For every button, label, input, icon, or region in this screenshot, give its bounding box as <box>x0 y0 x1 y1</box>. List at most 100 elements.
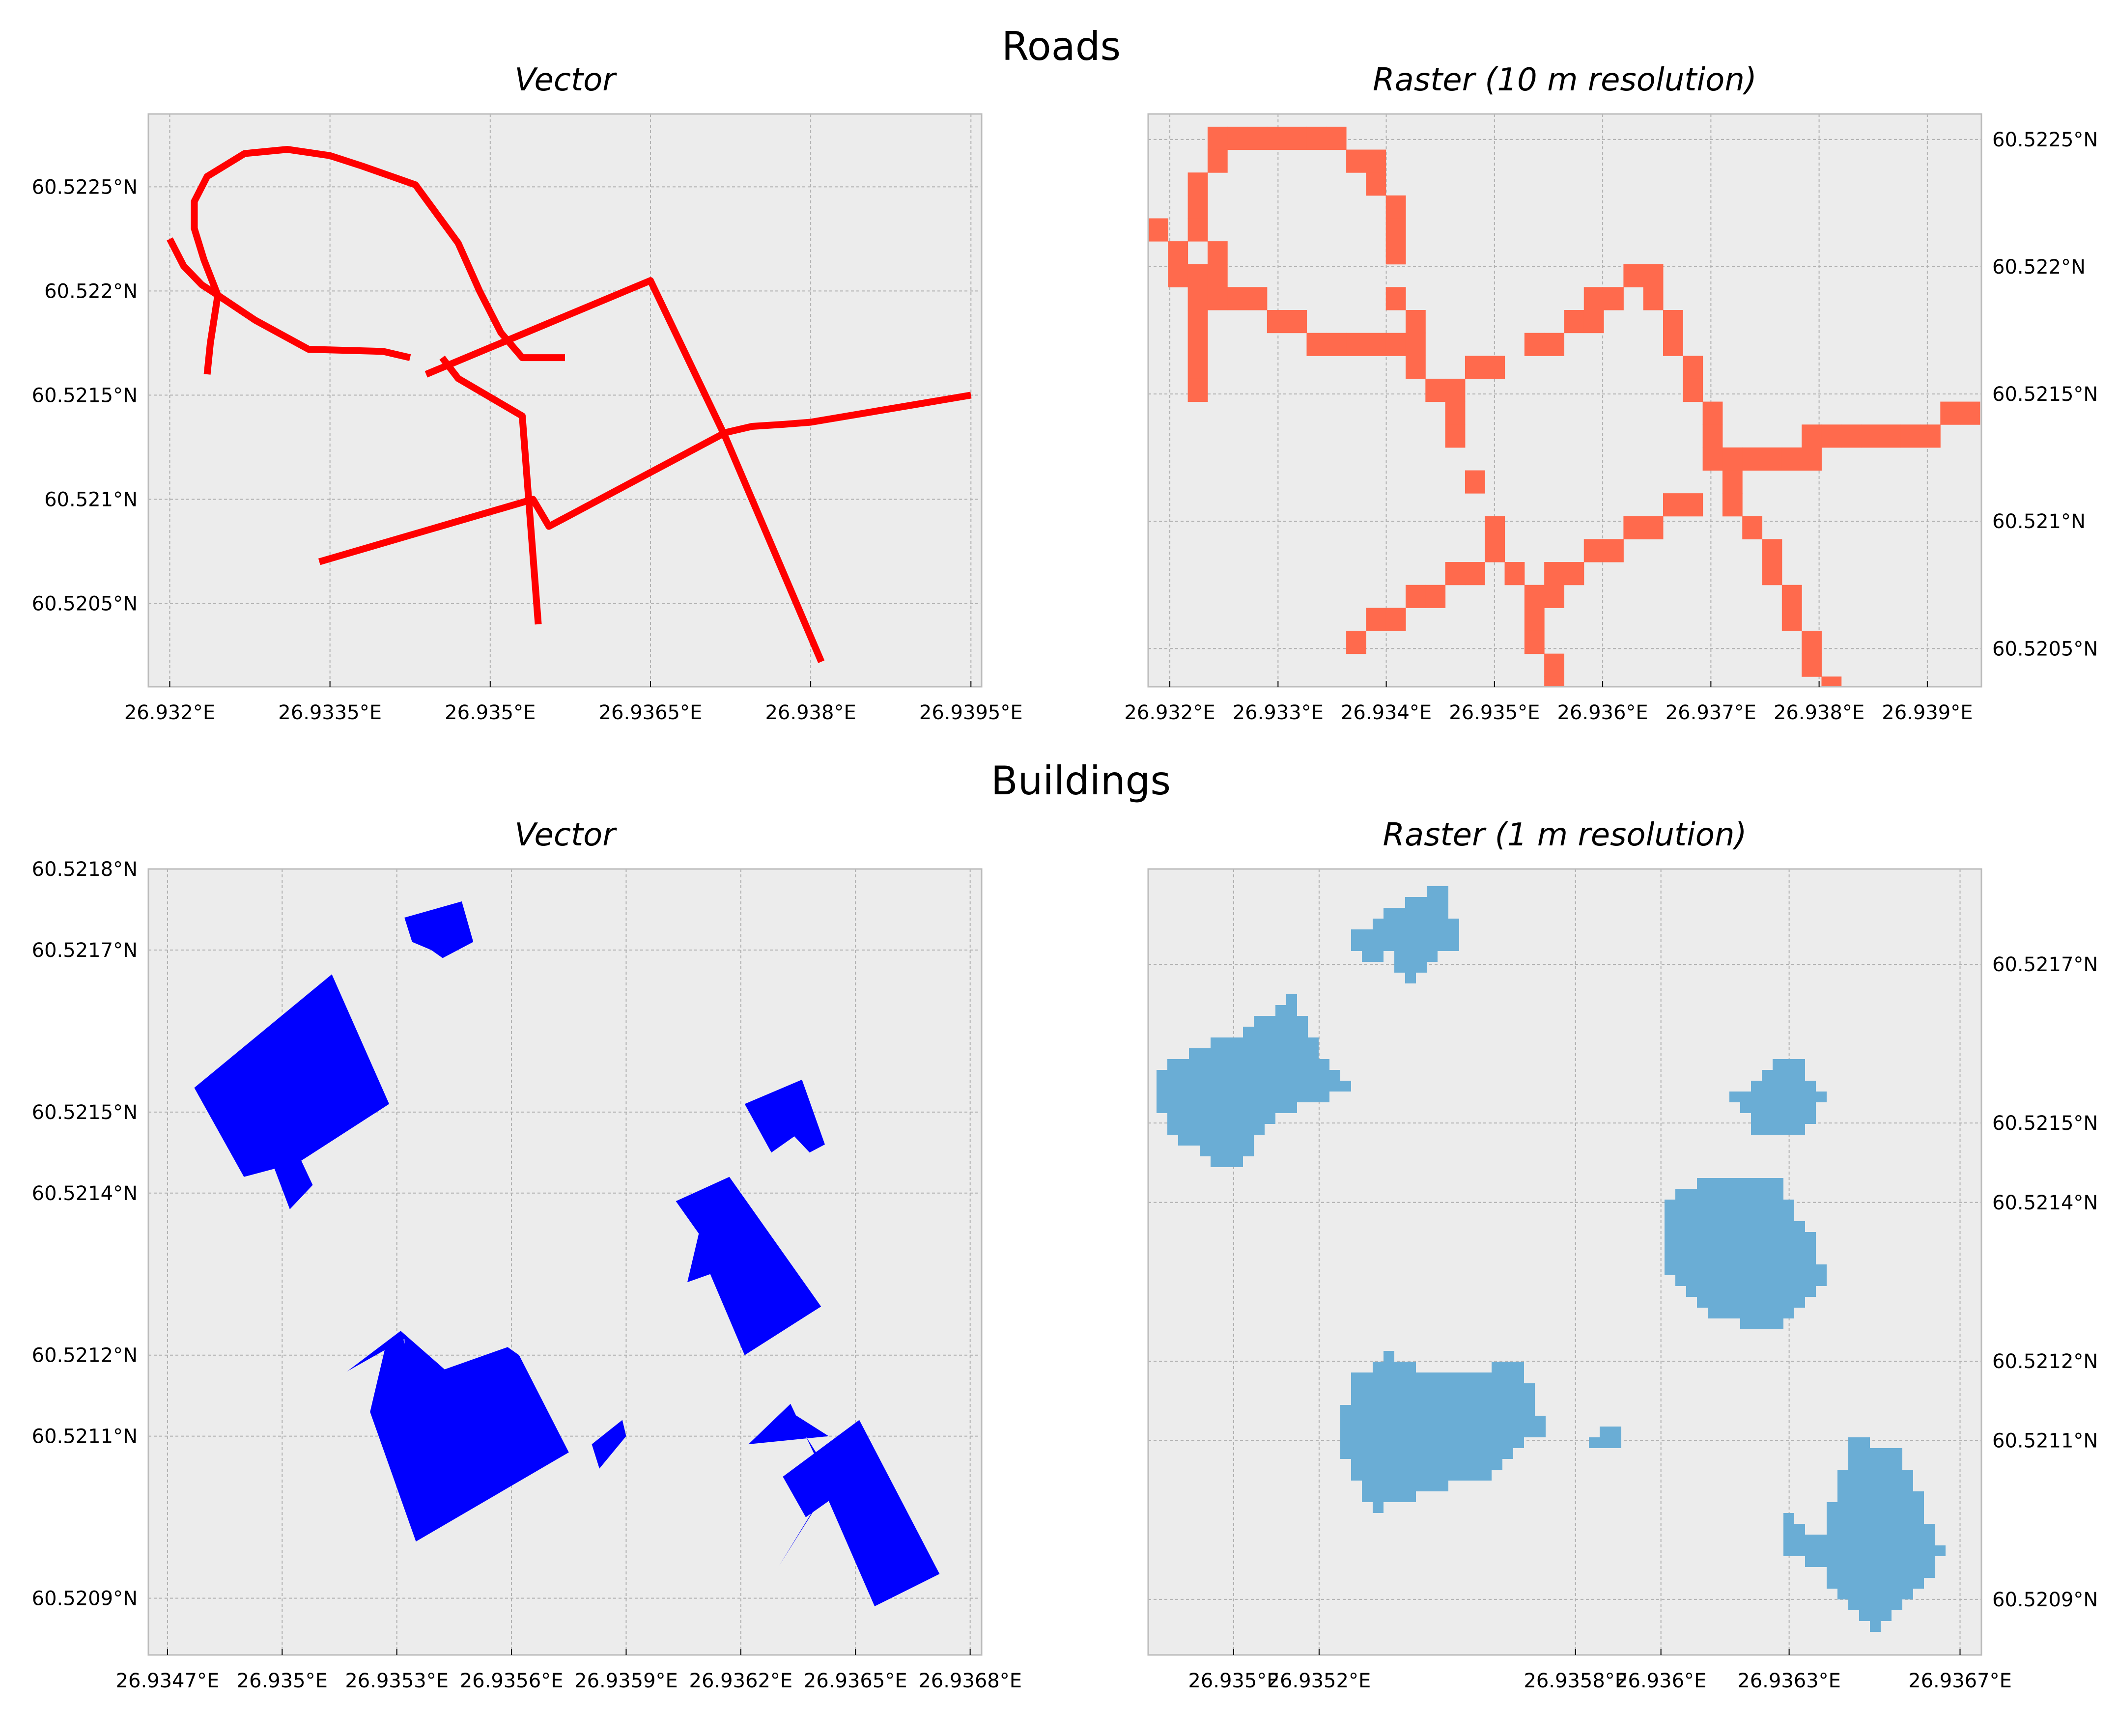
roads-raster-plot-area <box>1148 114 1981 687</box>
building-raster-cell-group <box>1157 994 1351 1167</box>
buildings-section-title: Buildings <box>991 758 1171 804</box>
roads-vector-chart: Vector 26.932°E 26.9335°E 26.935°E 26.9365°E… <box>32 62 1023 724</box>
road-raster-cell <box>1544 676 1564 687</box>
road-raster-cell <box>1366 172 1386 196</box>
buildings-vector-x-tick-label: 26.935°E <box>237 1670 328 1692</box>
road-raster-cell <box>1187 310 1208 334</box>
roads-raster-y-tick-label: 60.521°N <box>1992 510 2086 533</box>
roads-raster-y-tick-label: 60.522°N <box>1992 256 2086 279</box>
road-raster-cell <box>1207 149 1228 173</box>
buildings-vector-marks <box>194 901 940 1606</box>
road-line-loop <box>167 237 411 361</box>
road-raster-cell <box>1544 333 1564 356</box>
road-raster-cell <box>1346 630 1366 654</box>
road-raster-cell <box>1385 608 1406 631</box>
building-polygon <box>404 901 474 958</box>
buildings-vector-x-tick-label: 26.9362°E <box>689 1670 793 1692</box>
buildings-vector-frame <box>147 868 983 1656</box>
roads-raster-marks <box>1148 126 1980 687</box>
road-raster-cell <box>1722 493 1743 517</box>
building-polygon <box>748 1403 837 1566</box>
road-raster-cell <box>1445 424 1466 448</box>
road-raster-cell <box>1366 608 1386 631</box>
buildings-vector-x-tick-label: 26.9347°E <box>116 1670 220 1692</box>
road-raster-cell <box>1326 333 1347 356</box>
roads-raster-y-tick-label: 60.5225°N <box>1992 129 2098 151</box>
road-raster-cell <box>1623 264 1644 287</box>
roads-raster-chart: Raster (10 m resolution) 26.932°E 26.933°E… <box>1124 62 2098 724</box>
roads-raster-y-tick-label: 60.5215°N <box>1992 383 2098 406</box>
roads-raster-frame <box>1147 113 1982 688</box>
road-raster-cell <box>1940 401 1961 425</box>
road-raster-cell <box>1445 401 1466 425</box>
road-raster-cell <box>1405 333 1426 356</box>
road-raster-cell <box>1604 287 1624 310</box>
road-raster-cell <box>1485 539 1505 562</box>
buildings-vector-x-tick-label: 26.9368°E <box>918 1670 1022 1692</box>
buildings-vector-chart: Vector 26.9347°E 26.935°E 26.9353°E 26.9356°… <box>32 817 1022 1692</box>
road-raster-cell <box>1346 149 1366 173</box>
roads-vector-x-tick-label: 26.9395°E <box>919 701 1023 724</box>
road-raster-cell <box>1802 447 1822 471</box>
road-line-north-road <box>424 277 825 663</box>
road-raster-cell <box>1881 424 1901 448</box>
road-raster-cell <box>1346 333 1366 356</box>
buildings-raster-y-tick-label: 60.5215°N <box>1992 1112 2098 1135</box>
road-raster-cell <box>1722 447 1743 471</box>
road-raster-cell <box>1385 333 1406 356</box>
road-raster-cell <box>1306 126 1327 150</box>
road-raster-cell <box>1742 447 1763 471</box>
building-polygon <box>370 1331 569 1542</box>
road-raster-cell <box>1564 310 1584 334</box>
road-raster-cell <box>1148 218 1168 242</box>
roads-vector-x-tick-label: 26.9335°E <box>278 701 382 724</box>
road-raster-cell <box>1187 218 1208 242</box>
building-raster-cell-group <box>1589 1427 1621 1459</box>
road-raster-cell <box>1326 126 1347 150</box>
road-raster-cell <box>1405 310 1426 334</box>
road-raster-cell <box>1187 195 1208 219</box>
road-raster-cell <box>1564 562 1584 586</box>
road-raster-cell <box>1207 264 1228 287</box>
buildings-vector-x-tick-label: 26.9353°E <box>345 1670 449 1692</box>
road-raster-cell <box>1663 333 1683 356</box>
roads-raster-y-tick-label: 60.5205°N <box>1992 638 2098 660</box>
road-raster-cell <box>1405 585 1426 608</box>
road-raster-cell <box>1683 493 1703 517</box>
road-raster-cell <box>1187 356 1208 379</box>
buildings-vector-x-tick-label: 26.9359°E <box>574 1670 678 1692</box>
buildings-raster-title: Raster (1 m resolution) <box>1383 817 1747 853</box>
road-raster-cell <box>1920 424 1941 448</box>
road-raster-cell <box>1187 172 1208 196</box>
road-raster-cell <box>1524 608 1545 631</box>
road-raster-cell <box>1465 562 1485 586</box>
roads-raster-x-tick-label: 26.937°E <box>1666 701 1756 724</box>
road-raster-cell <box>1821 424 1842 448</box>
road-raster-cell <box>1604 539 1624 562</box>
buildings-vector-y-tick-label: 60.5211°N <box>32 1426 138 1448</box>
buildings-raster-x-tick-label: 26.9358°E <box>1524 1670 1627 1692</box>
road-raster-cell <box>1366 149 1386 173</box>
road-raster-cell <box>1247 126 1268 150</box>
buildings-vector-x-tick-label: 26.9356°E <box>460 1670 564 1692</box>
building-polygon <box>592 1420 626 1469</box>
roads-raster-x-tick-label: 26.939°E <box>1882 701 1973 724</box>
road-raster-cell <box>1247 287 1268 310</box>
road-raster-cell <box>1802 630 1822 654</box>
road-raster-cell <box>1802 424 1822 448</box>
roads-raster-x-tick-label: 26.932°E <box>1124 701 1215 724</box>
building-polygon <box>744 1079 825 1153</box>
roads-vector-plot-area <box>148 114 982 687</box>
road-raster-cell <box>1524 585 1545 608</box>
road-raster-cell <box>1683 378 1703 402</box>
road-raster-cell <box>1385 287 1406 310</box>
road-raster-cell <box>1168 241 1188 265</box>
road-raster-cell <box>1445 378 1466 402</box>
buildings-vector-y-tick-label: 60.5217°N <box>32 939 138 962</box>
buildings-raster-y-tick-label: 60.5217°N <box>1992 953 2098 976</box>
road-raster-cell <box>1485 516 1505 539</box>
buildings-vector-y-tick-label: 60.5212°N <box>32 1344 138 1367</box>
buildings-raster-x-tick-label: 26.9363°E <box>1737 1670 1841 1692</box>
road-raster-cell <box>1425 378 1446 402</box>
